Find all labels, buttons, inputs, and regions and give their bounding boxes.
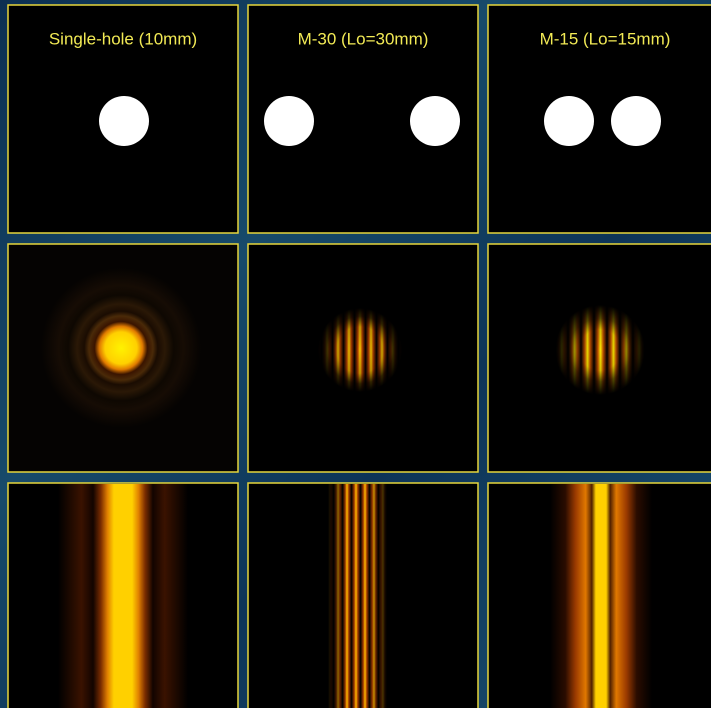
aperture-hole	[99, 96, 149, 146]
column-title: M-30 (Lo=30mm)	[298, 29, 429, 48]
column-title: M-15 (Lo=15mm)	[540, 29, 671, 48]
intensity-band	[249, 484, 477, 708]
aperture-hole	[611, 96, 661, 146]
fringe-pattern	[489, 245, 710, 471]
figure: Single-hole (10mm) M-30 (Lo=30mm) M-15 (…	[0, 0, 711, 708]
page: Single-hole (10mm) M-30 (Lo=30mm) M-15 (…	[0, 0, 711, 708]
fringe-pattern	[249, 245, 477, 471]
column-title: Single-hole (10mm)	[49, 29, 197, 48]
intensity-band	[9, 484, 237, 708]
aperture-hole	[410, 96, 460, 146]
aperture-hole	[264, 96, 314, 146]
intensity-band	[489, 484, 711, 708]
aperture-hole	[544, 96, 594, 146]
airy-pattern	[9, 245, 237, 471]
